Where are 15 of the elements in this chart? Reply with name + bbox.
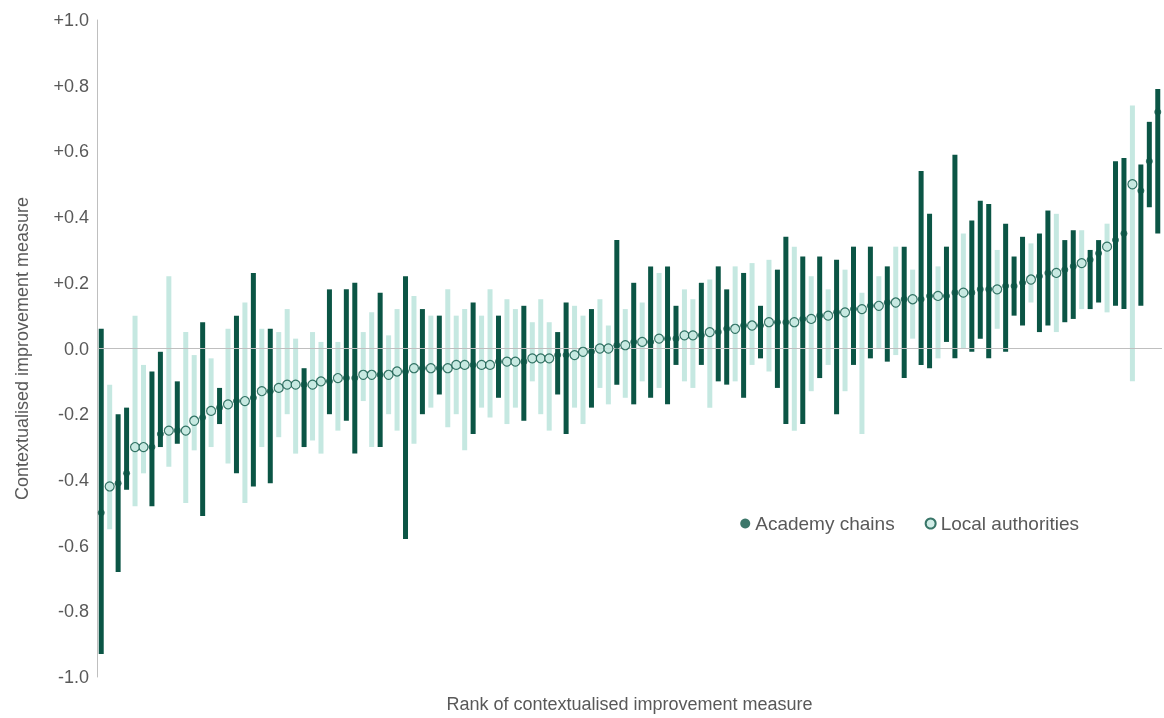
y-tick-label: +0.6 xyxy=(53,141,89,162)
legend-label: Academy chains xyxy=(755,513,895,534)
y-tick-label: 0.0 xyxy=(63,338,89,359)
x-axis-title: Rank of contextualised improvement measure xyxy=(446,694,813,714)
y-tick-label: -0.2 xyxy=(57,404,89,425)
y-tick-label: -0.8 xyxy=(57,601,89,622)
y-tick-label: -0.4 xyxy=(57,469,89,490)
y-tick-label: +0.2 xyxy=(53,272,89,293)
y-tick-label: +0.4 xyxy=(53,207,89,228)
y-tick-label: +1.0 xyxy=(53,10,89,30)
y-tick-label: +0.8 xyxy=(53,75,89,96)
y-tick-label: -0.6 xyxy=(57,535,89,556)
y-tick-label: -1.0 xyxy=(57,667,89,687)
y-axis-title: Contextualised improvement measure xyxy=(12,196,32,501)
legend-label: Local authorities xyxy=(940,513,1080,534)
